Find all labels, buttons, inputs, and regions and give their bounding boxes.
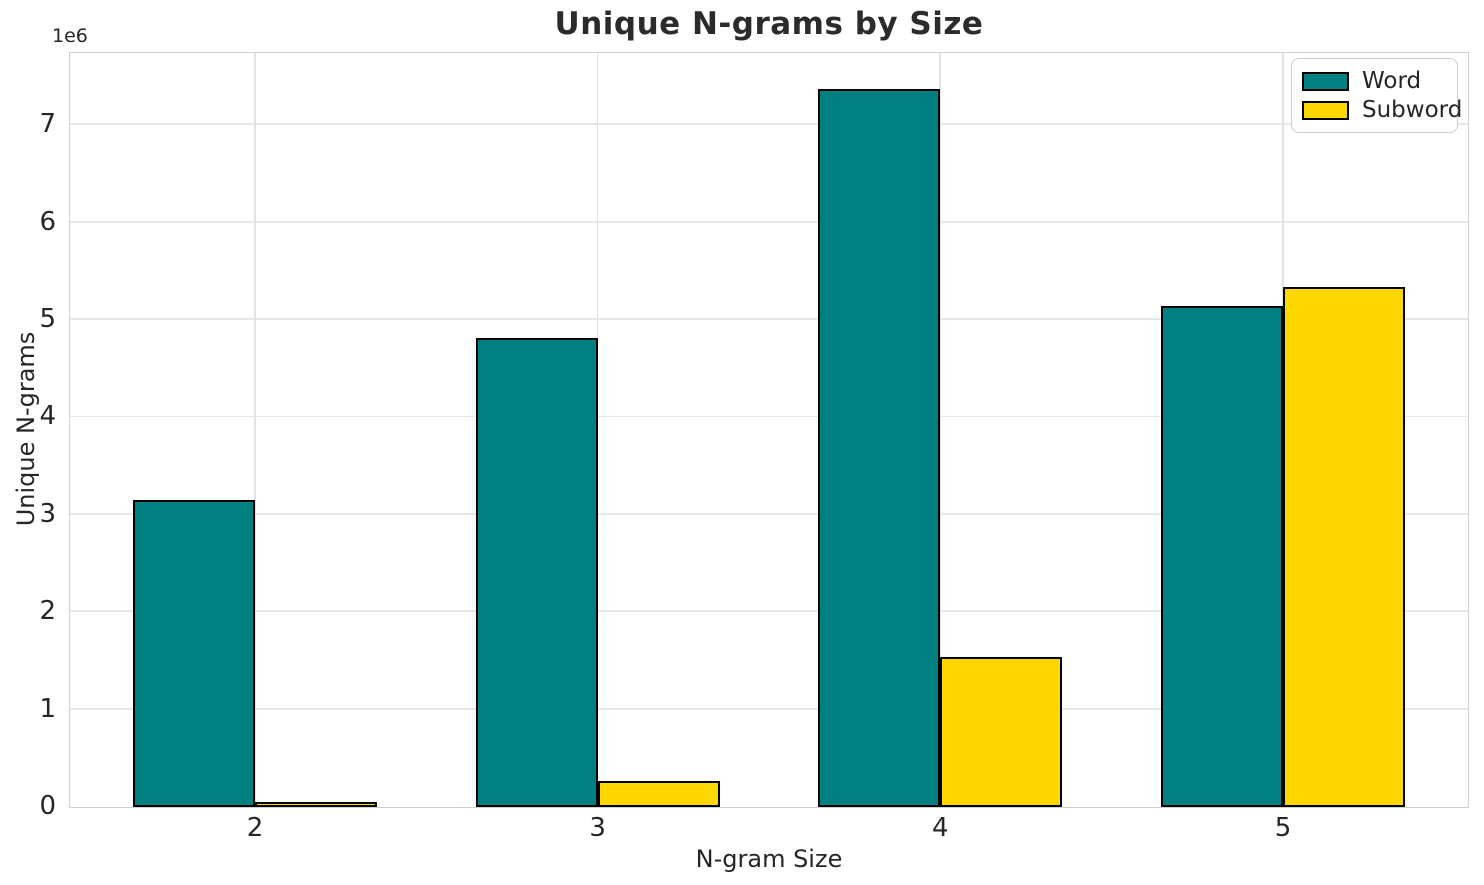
legend-label-subword: Subword [1362,97,1463,123]
y-tick-label: 6 [39,206,56,237]
y-tick-label: 2 [39,596,56,627]
gridline-horizontal [70,123,1468,126]
x-tick-label: 3 [589,813,606,843]
gridline-horizontal [70,512,1468,515]
bar-subword-5 [1283,286,1405,807]
gridline-horizontal [70,415,1468,418]
x-tick-label: 2 [246,813,264,843]
y-tick-label: 7 [39,109,56,140]
y-axis-offset-label: 1e6 [52,25,88,47]
y-tick-label: 4 [39,401,56,432]
bar-word-5 [1161,306,1283,807]
bar-word-2 [133,500,255,807]
x-tick-label: 4 [932,813,949,843]
chart-title: Unique N-grams by Size [554,6,984,42]
plot-area [69,52,1469,808]
legend-item-word: Word [1302,68,1447,94]
bar-word-3 [475,338,598,807]
bar-subword-2 [255,802,377,807]
legend-swatch-subword [1302,100,1349,120]
gridline-horizontal [70,318,1468,320]
x-axis-label: N-gram Size [695,845,843,873]
gridline-horizontal [70,220,1468,223]
legend-label-word: Word [1362,68,1422,94]
bar-subword-3 [597,780,720,807]
x-tick-label: 5 [1274,813,1292,843]
y-tick-label: 5 [39,303,56,334]
bar-subword-4 [940,656,1063,807]
y-tick-label: 3 [39,498,56,529]
gridline-vertical [254,53,256,807]
y-tick-label: 0 [39,791,56,821]
gridline-horizontal [70,707,1468,710]
y-tick-label: 1 [39,693,56,724]
legend-item-subword: Subword [1302,97,1462,123]
bar-word-4 [818,89,941,807]
legend-swatch-word [1302,71,1349,91]
legend: Word Subword [1291,58,1462,133]
gridline-horizontal [70,610,1468,613]
